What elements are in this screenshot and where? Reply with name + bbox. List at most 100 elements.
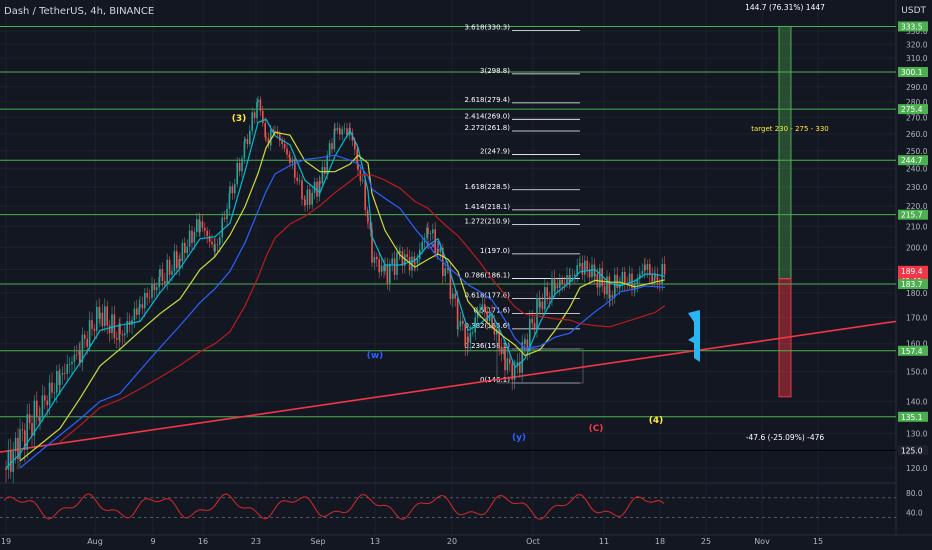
candle-body xyxy=(159,269,161,277)
candle-body xyxy=(326,155,328,174)
candle-body xyxy=(619,283,621,285)
candle-body xyxy=(101,312,104,327)
candle-body xyxy=(663,263,666,275)
candle-body xyxy=(399,251,401,253)
candle-body xyxy=(459,320,462,327)
candle-body xyxy=(286,148,288,155)
candle-body xyxy=(506,358,509,371)
candle-body xyxy=(144,292,146,309)
candle-body xyxy=(319,181,321,184)
candle-body xyxy=(653,277,656,282)
candle-body xyxy=(341,129,343,135)
candle-body xyxy=(524,339,526,344)
candle-body xyxy=(168,259,171,275)
candle-body xyxy=(594,273,596,277)
candle-body xyxy=(196,219,198,233)
x-tick-label: 19 xyxy=(1,537,11,546)
candle-body xyxy=(551,278,553,300)
candle-body xyxy=(586,260,588,270)
candle-body xyxy=(91,320,93,329)
candle-body xyxy=(238,162,241,172)
fib-level-label: 1.272(210.9) xyxy=(464,217,510,225)
candle-body xyxy=(479,310,481,312)
candle-body xyxy=(469,332,472,343)
candle-body xyxy=(303,199,306,201)
candle-body xyxy=(574,274,576,276)
candle-body xyxy=(548,296,551,300)
fib-level-label: 2.618(279.4) xyxy=(464,96,510,104)
candle-body xyxy=(298,180,301,182)
candle-body xyxy=(601,268,603,287)
candle-body xyxy=(563,283,566,285)
candle-body xyxy=(14,437,17,452)
ma-fast-line[interactable] xyxy=(5,118,666,469)
candle-body xyxy=(136,308,138,315)
candle-body xyxy=(439,247,442,253)
candle-body xyxy=(639,273,641,279)
fib-level-label: 2(247.9) xyxy=(480,148,510,156)
candle-body xyxy=(509,358,511,364)
candle-body xyxy=(71,361,73,365)
candle-body xyxy=(588,269,591,278)
candle-body xyxy=(401,251,404,266)
candle-body xyxy=(432,229,434,234)
candle-body xyxy=(53,392,56,394)
candle-body xyxy=(138,306,140,315)
forecast-marker[interactable] xyxy=(688,310,700,362)
candle-body xyxy=(526,339,529,351)
candle-body xyxy=(211,241,213,245)
candle-body xyxy=(646,264,649,270)
candle-body xyxy=(457,326,459,330)
candle-body xyxy=(121,334,124,336)
candle-body xyxy=(421,242,423,250)
price-tick-label: 170.0 xyxy=(906,314,928,323)
candle-body xyxy=(521,342,523,373)
candle-body xyxy=(51,382,53,393)
price-tick-label: 310.0 xyxy=(906,54,928,63)
trendline[interactable] xyxy=(0,320,897,453)
candle-body xyxy=(369,221,372,230)
candle-body xyxy=(294,159,296,178)
candle-body xyxy=(116,338,118,340)
candle-body xyxy=(404,254,406,266)
ma-medium-line[interactable] xyxy=(19,131,666,462)
price-marker-label: 275.4 xyxy=(901,105,923,114)
candle-body xyxy=(488,313,491,322)
candle-body xyxy=(184,242,186,254)
price-marker-label: 183.7 xyxy=(901,280,923,289)
x-tick-label: 13 xyxy=(370,537,380,546)
price-marker-label: 125.0 xyxy=(901,446,923,455)
position-profit-zone[interactable] xyxy=(778,25,792,280)
candle-body xyxy=(437,249,439,253)
candle-body xyxy=(10,450,12,472)
ma-slow-line[interactable] xyxy=(19,154,666,469)
candle-body xyxy=(414,263,416,265)
candle-body xyxy=(216,244,219,246)
price-tick-label: 130.0 xyxy=(906,429,928,438)
candle-body xyxy=(378,259,380,273)
candle-body xyxy=(253,112,256,119)
candle-body xyxy=(616,274,618,288)
ma-long-line[interactable] xyxy=(59,174,666,443)
fib-level-label: 1(197.0) xyxy=(480,247,510,255)
candle-body xyxy=(229,186,231,194)
candle-body xyxy=(641,271,643,274)
candle-body xyxy=(486,311,488,322)
price-marker-box xyxy=(898,411,928,422)
candle-body xyxy=(464,323,466,347)
candle-body xyxy=(559,279,561,288)
candle-body xyxy=(156,287,158,291)
candle-body xyxy=(28,414,31,424)
candle-body xyxy=(44,395,46,401)
candle-body xyxy=(427,227,429,234)
price-tick-label: 210.0 xyxy=(906,222,928,231)
candle-body xyxy=(223,217,226,220)
candle-body xyxy=(366,209,369,218)
candle-body xyxy=(536,297,538,329)
price-tick-label: 320.0 xyxy=(906,40,928,49)
candle-body xyxy=(126,320,128,334)
fib-level-label: 1.414(218.1) xyxy=(464,203,510,211)
candle-body xyxy=(244,139,246,142)
candle-body xyxy=(513,367,516,380)
